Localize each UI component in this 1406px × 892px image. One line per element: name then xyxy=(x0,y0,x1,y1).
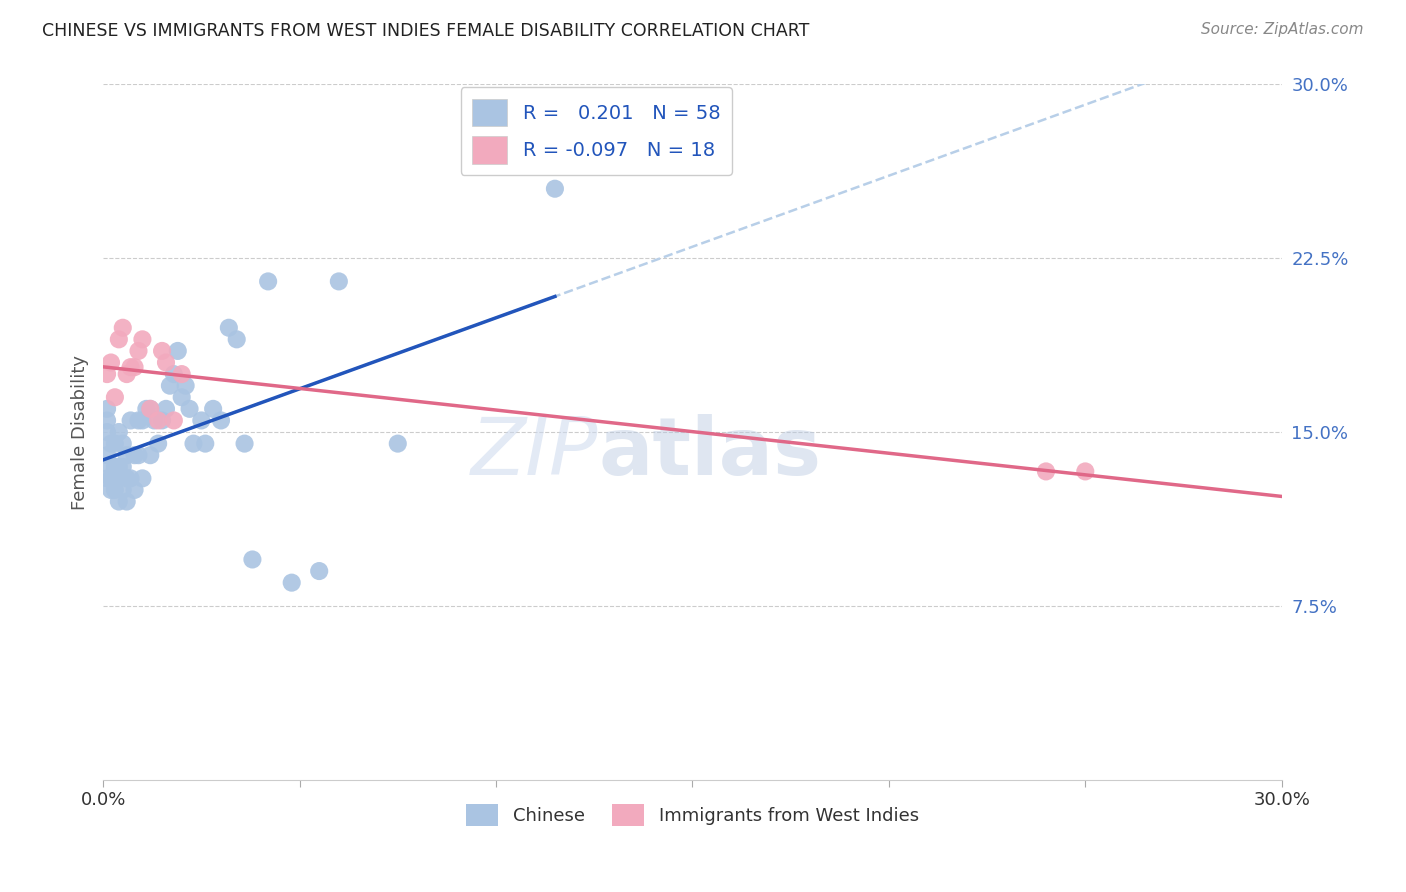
Point xyxy=(115,367,138,381)
Point xyxy=(120,471,142,485)
Point xyxy=(242,552,264,566)
Point xyxy=(124,483,146,497)
Point xyxy=(131,332,153,346)
Point xyxy=(218,320,240,334)
Point xyxy=(1074,464,1097,478)
Point xyxy=(96,401,118,416)
Point xyxy=(190,413,212,427)
Point xyxy=(100,436,122,450)
Point xyxy=(108,332,131,346)
Point xyxy=(100,483,122,497)
Point xyxy=(104,390,127,404)
Point xyxy=(174,378,197,392)
Point xyxy=(183,436,205,450)
Point xyxy=(124,448,146,462)
Point xyxy=(100,459,122,474)
Point xyxy=(111,436,134,450)
Point xyxy=(108,459,131,474)
Point xyxy=(135,401,157,416)
Legend: Chinese, Immigrants from West Indies: Chinese, Immigrants from West Indies xyxy=(458,797,927,833)
Point xyxy=(163,367,186,381)
Point xyxy=(328,274,350,288)
Point xyxy=(387,436,409,450)
Point xyxy=(96,471,118,485)
Point xyxy=(100,355,122,369)
Text: CHINESE VS IMMIGRANTS FROM WEST INDIES FEMALE DISABILITY CORRELATION CHART: CHINESE VS IMMIGRANTS FROM WEST INDIES F… xyxy=(42,22,810,40)
Point xyxy=(257,274,280,288)
Point xyxy=(108,494,131,508)
Point xyxy=(111,483,134,497)
Point xyxy=(124,360,146,375)
Point xyxy=(170,390,193,404)
Point xyxy=(104,471,127,485)
Y-axis label: Female Disability: Female Disability xyxy=(72,354,89,509)
Point xyxy=(100,471,122,485)
Point xyxy=(280,575,302,590)
Point xyxy=(96,413,118,427)
Point xyxy=(104,483,127,497)
Point xyxy=(150,343,173,358)
Point xyxy=(194,436,217,450)
Point xyxy=(127,413,149,427)
Point xyxy=(131,471,153,485)
Point xyxy=(150,413,173,427)
Point xyxy=(170,367,193,381)
Point xyxy=(127,343,149,358)
Point xyxy=(155,355,177,369)
Point xyxy=(104,436,127,450)
Point xyxy=(120,360,142,375)
Point xyxy=(146,413,169,427)
Point xyxy=(159,378,181,392)
Text: atlas: atlas xyxy=(598,414,821,491)
Point xyxy=(1035,464,1057,478)
Point xyxy=(96,425,118,439)
Point xyxy=(233,436,256,450)
Point xyxy=(143,413,166,427)
Point xyxy=(96,448,118,462)
Point xyxy=(115,448,138,462)
Point xyxy=(96,367,118,381)
Point xyxy=(179,401,201,416)
Point xyxy=(111,320,134,334)
Point xyxy=(308,564,330,578)
Text: Source: ZipAtlas.com: Source: ZipAtlas.com xyxy=(1201,22,1364,37)
Point xyxy=(104,459,127,474)
Point xyxy=(225,332,247,346)
Point xyxy=(131,413,153,427)
Point xyxy=(209,413,232,427)
Point xyxy=(115,471,138,485)
Point xyxy=(202,401,225,416)
Text: ZIP: ZIP xyxy=(471,414,598,491)
Point xyxy=(139,448,162,462)
Point xyxy=(120,413,142,427)
Point xyxy=(146,436,169,450)
Point xyxy=(544,182,567,196)
Point xyxy=(166,343,188,358)
Point xyxy=(127,448,149,462)
Point xyxy=(139,401,162,416)
Point xyxy=(111,459,134,474)
Point xyxy=(139,401,162,416)
Point xyxy=(115,494,138,508)
Point xyxy=(108,425,131,439)
Point xyxy=(163,413,186,427)
Point xyxy=(155,401,177,416)
